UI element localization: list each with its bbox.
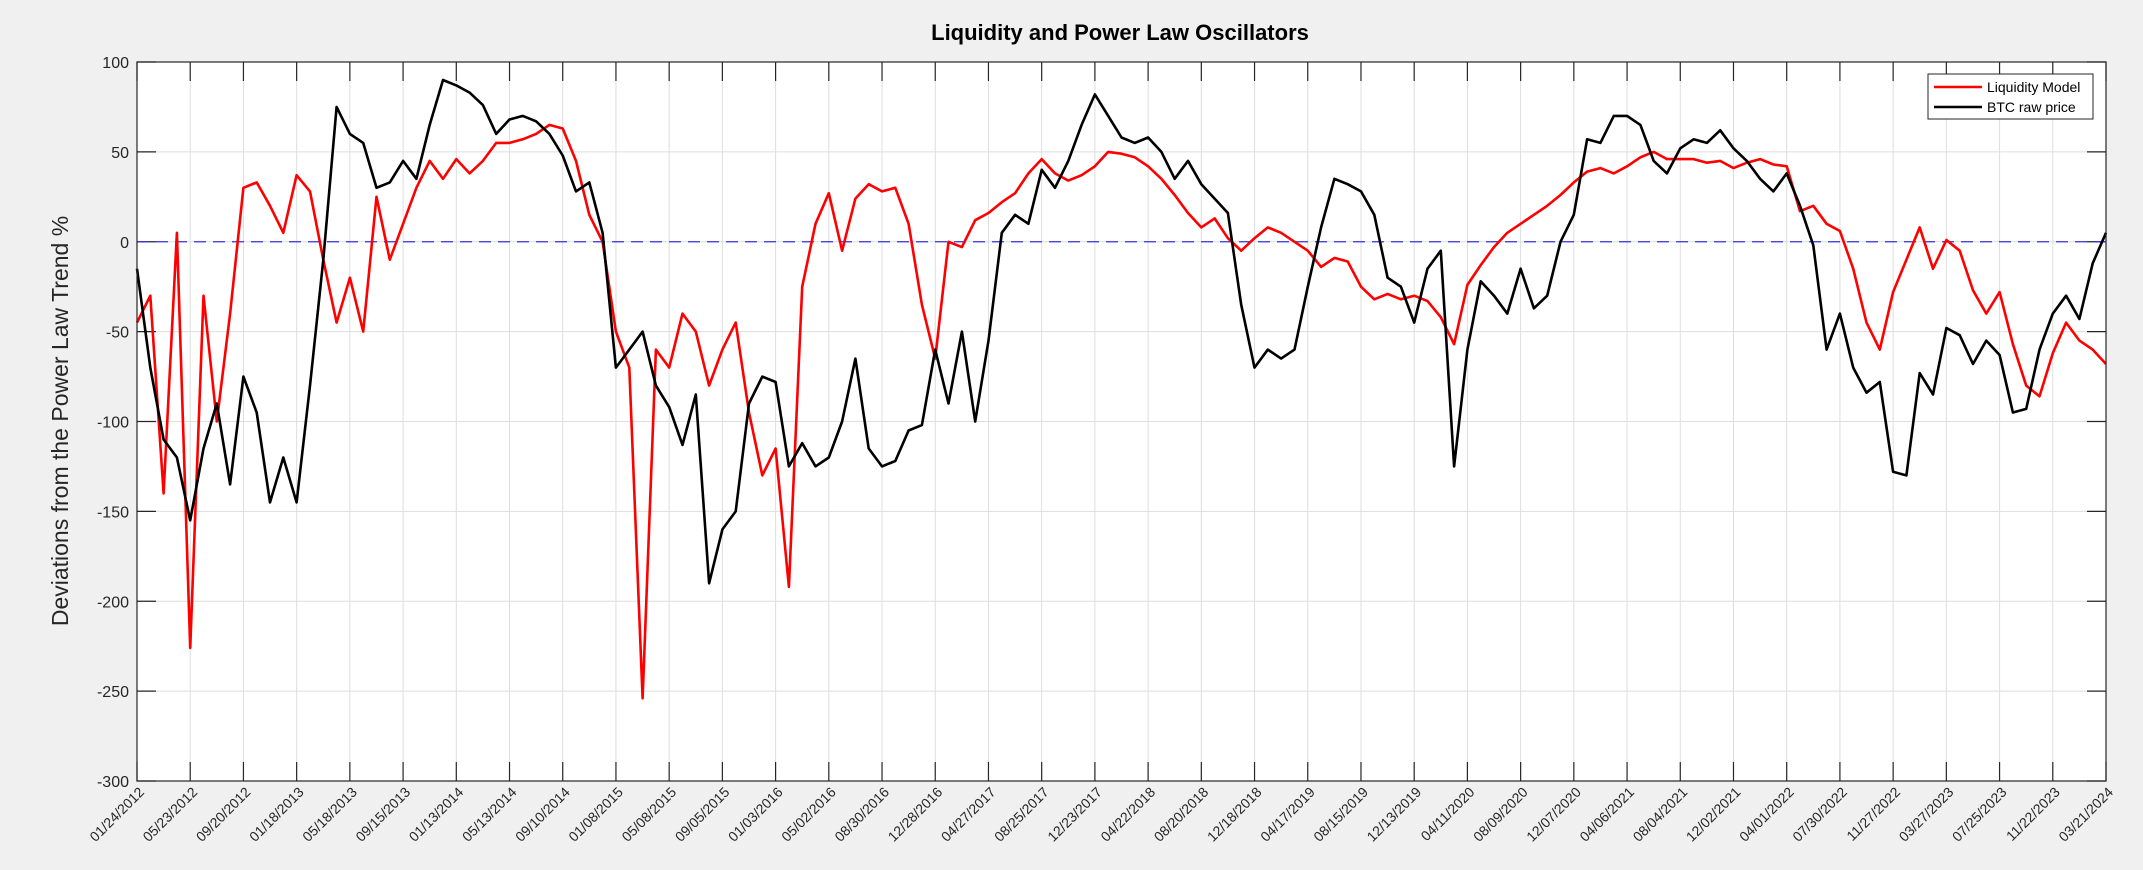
- y-axis-label: Deviations from the Power Law Trend %: [47, 216, 73, 626]
- x-tick-label: 08/04/2021: [1630, 784, 1691, 845]
- x-tick-label: 03/21/2024: [2055, 784, 2116, 845]
- x-tick-label: 05/18/2013: [299, 784, 360, 845]
- x-tick-label: 08/30/2016: [831, 784, 892, 845]
- x-tick-label: 12/28/2016: [884, 784, 945, 845]
- y-tick-label: -200: [97, 594, 129, 611]
- x-tick-label: 04/01/2022: [1736, 784, 1797, 845]
- x-tick-label: 12/18/2018: [1204, 784, 1265, 845]
- y-tick-label: -300: [97, 774, 129, 791]
- x-tick-label: 12/07/2020: [1523, 784, 1584, 845]
- x-tick-label: 01/24/2012: [86, 784, 147, 845]
- x-tick-label: 09/05/2015: [672, 784, 733, 845]
- legend-label-btc: BTC raw price: [1987, 99, 2076, 115]
- legend-label-liquidity: Liquidity Model: [1987, 79, 2080, 95]
- x-tick-label: 09/20/2012: [193, 784, 254, 845]
- x-tick-label: 11/27/2022: [1843, 784, 1903, 844]
- x-tick-label: 12/13/2019: [1363, 784, 1424, 845]
- x-tick-label: 07/30/2022: [1789, 784, 1850, 845]
- y-tick-label: 100: [102, 55, 129, 72]
- x-tick-label: 05/23/2012: [139, 784, 200, 845]
- x-tick-label: 08/25/2017: [991, 784, 1052, 845]
- legend-box: [1927, 73, 2094, 120]
- x-tick-label: 09/15/2013: [352, 784, 413, 845]
- x-tick-label: 04/22/2018: [1097, 784, 1158, 845]
- axes-box: [136, 61, 2107, 782]
- x-tick-label: 07/25/2023: [1949, 784, 2010, 845]
- x-tick-label: 01/03/2016: [725, 784, 786, 845]
- x-tick-label: 05/08/2015: [618, 784, 679, 845]
- x-tick-label: 04/11/2020: [1417, 784, 1477, 844]
- y-tick-label: 0: [120, 235, 129, 252]
- x-tick-label: 05/02/2016: [778, 784, 839, 845]
- x-tick-label: 09/10/2014: [512, 784, 573, 845]
- x-tick-label: 04/27/2017: [938, 784, 999, 845]
- x-tick-label: 12/02/2021: [1683, 784, 1744, 845]
- x-tick-label: 05/13/2014: [459, 784, 520, 845]
- legend: Liquidity Model BTC raw price: [1927, 73, 2094, 120]
- x-tick-label: 04/17/2019: [1257, 784, 1318, 845]
- x-tick-label: 08/15/2019: [1310, 784, 1371, 845]
- y-tick-label: -250: [97, 684, 129, 701]
- y-tick-label: -100: [97, 415, 129, 432]
- series-lines: [135, 78, 2108, 700]
- x-tick-label: 08/09/2020: [1470, 784, 1531, 845]
- x-tick-label: 04/06/2021: [1576, 784, 1637, 845]
- x-tick-label: 01/08/2015: [565, 784, 626, 845]
- series-line-btc-raw-price: [135, 78, 2108, 585]
- series-line-liquidity-model: [135, 123, 2107, 700]
- y-tick-label: -150: [97, 504, 129, 521]
- x-tick-label: 03/27/2023: [1896, 784, 1957, 845]
- y-tick-label: -50: [106, 325, 129, 342]
- x-tick-label: 01/18/2013: [246, 784, 307, 845]
- x-tick-label: 12/23/2017: [1044, 784, 1105, 845]
- x-tick-label: 08/20/2018: [1151, 784, 1212, 845]
- y-tick-label: 50: [111, 145, 129, 162]
- chart-title: Liquidity and Power Law Oscillators: [931, 20, 1309, 45]
- x-tick-label: 01/13/2014: [406, 784, 467, 845]
- x-tick-label: 11/22/2023: [2003, 784, 2063, 844]
